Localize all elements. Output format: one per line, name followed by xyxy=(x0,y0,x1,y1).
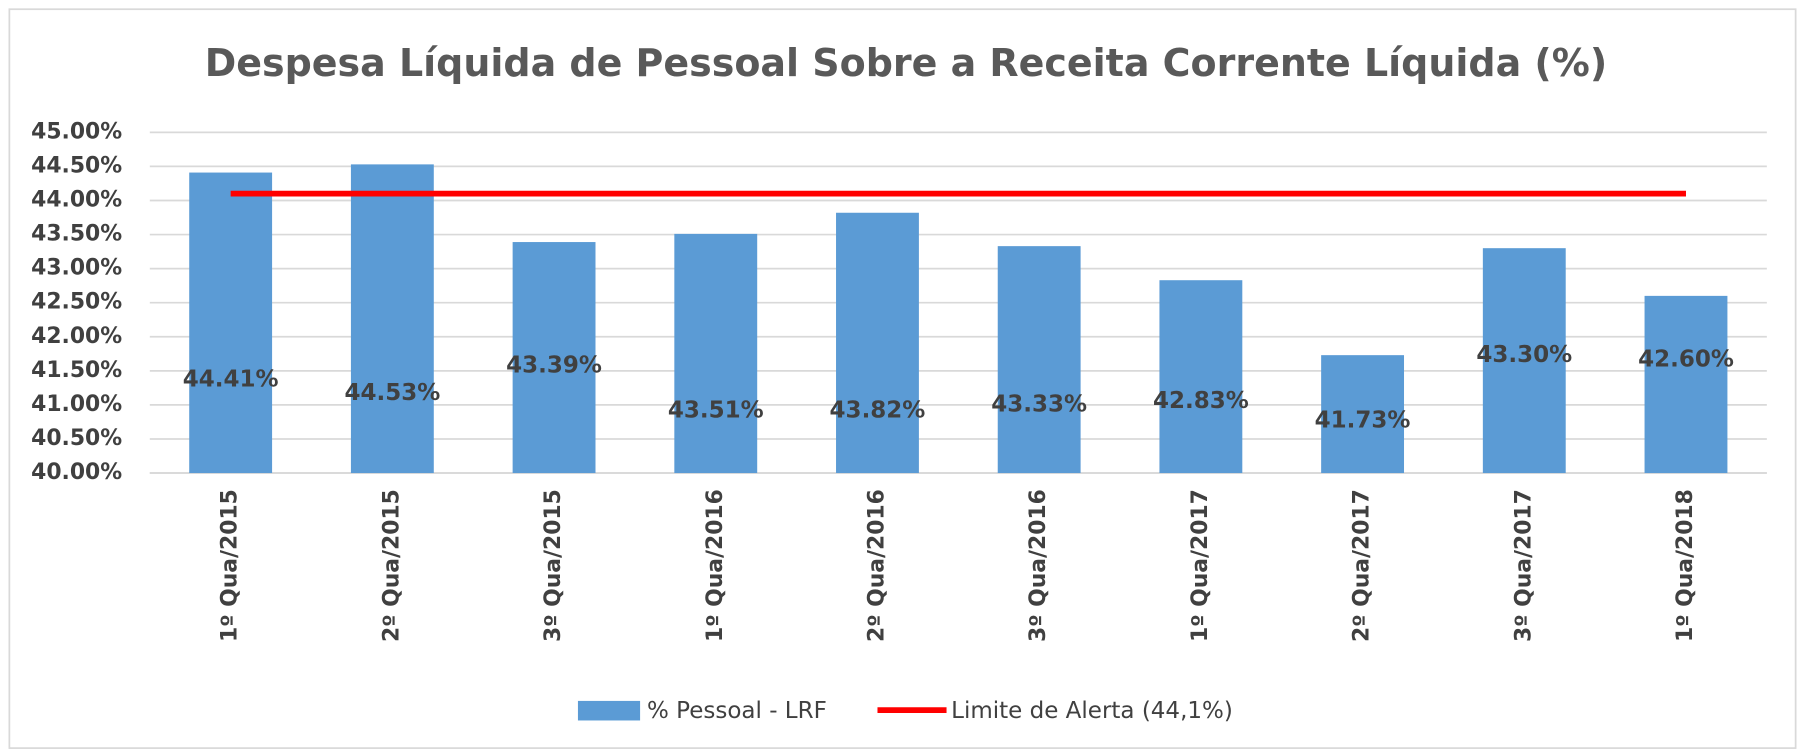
data-label: 42.60% xyxy=(1638,347,1734,373)
x-tick-label: 3º Qua/2017 xyxy=(1511,489,1536,642)
x-tick-label: 1º Qua/2016 xyxy=(703,489,728,642)
y-tick-label: 41.00% xyxy=(31,392,122,417)
x-tick-label: 2º Qua/2017 xyxy=(1350,489,1375,642)
data-label: 43.39% xyxy=(506,352,602,378)
y-tick-label: 44.50% xyxy=(31,153,122,178)
x-tick-label: 1º Qua/2017 xyxy=(1188,489,1213,642)
legend-label: Limite de Alerta (44,1%) xyxy=(951,698,1233,724)
legend-swatch xyxy=(577,700,641,721)
x-tick-label: 2º Qua/2016 xyxy=(864,489,889,642)
bar xyxy=(836,212,919,474)
data-label: 43.82% xyxy=(830,397,926,423)
data-label: 43.33% xyxy=(991,392,1087,418)
data-label: 41.73% xyxy=(1315,408,1411,434)
bar xyxy=(512,242,596,474)
x-tick-label: 3º Qua/2015 xyxy=(541,489,566,642)
y-tick-label: 45.00% xyxy=(31,119,122,144)
data-label: 42.83% xyxy=(1153,388,1249,414)
bar xyxy=(350,164,434,474)
bar xyxy=(189,172,273,474)
bar xyxy=(1321,355,1405,474)
legend-label: % Pessoal - LRF xyxy=(647,698,827,724)
y-tick-label: 43.50% xyxy=(31,222,122,247)
bar xyxy=(1482,248,1566,474)
x-tick-label: 1º Qua/2018 xyxy=(1673,489,1698,642)
data-label: 43.30% xyxy=(1476,342,1572,368)
y-tick-label: 42.00% xyxy=(31,324,122,349)
y-tick-label: 41.50% xyxy=(31,358,122,383)
x-tick-label: 1º Qua/2015 xyxy=(218,489,243,642)
data-label: 43.51% xyxy=(668,397,764,423)
data-label: 44.53% xyxy=(344,380,440,406)
chart-title: Despesa Líquida de Pessoal Sobre a Recei… xyxy=(205,41,1607,85)
bar xyxy=(997,246,1081,474)
x-tick-label: 3º Qua/2016 xyxy=(1026,489,1051,642)
x-tick-label: 2º Qua/2015 xyxy=(379,489,404,642)
y-tick-label: 42.50% xyxy=(31,290,122,315)
y-tick-label: 43.00% xyxy=(31,256,122,281)
y-tick-label: 40.00% xyxy=(31,460,122,485)
bar xyxy=(1159,280,1243,474)
y-tick-label: 44.00% xyxy=(31,187,122,212)
bar xyxy=(674,233,758,474)
data-label: 44.41% xyxy=(183,366,279,392)
bar xyxy=(1644,295,1728,474)
y-tick-label: 40.50% xyxy=(31,426,122,451)
